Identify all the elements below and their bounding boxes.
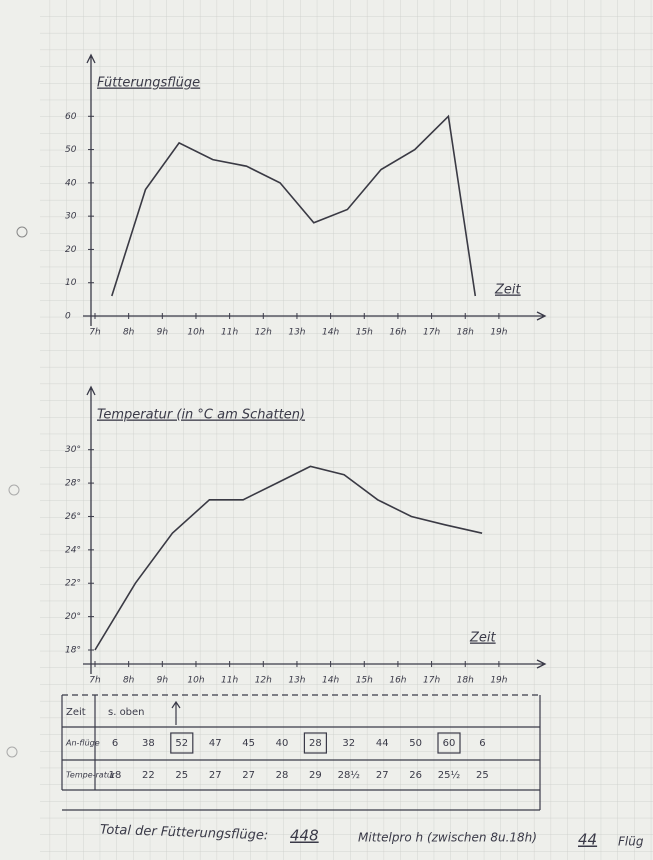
x-tick-label: 9h — [157, 328, 169, 338]
footer-text: Flüg — [618, 835, 644, 849]
table-cell: 47 — [209, 738, 222, 749]
table-cell: 44 — [376, 738, 389, 749]
x-tick-label: 9h — [157, 676, 169, 686]
x-tick-label: 14h — [322, 676, 339, 686]
y-tick-label: 60 — [65, 112, 77, 122]
table-cell: 32 — [342, 738, 355, 749]
table-cell: 26 — [409, 770, 422, 781]
footer-value: 44 — [578, 831, 597, 849]
y-tick-label: 40 — [65, 178, 77, 188]
x-tick-label: 12h — [255, 676, 272, 686]
table-cell: 40 — [276, 738, 289, 749]
row-label: An-flüge — [65, 739, 100, 748]
x-tick-label: 19h — [490, 328, 507, 338]
table-cell: 45 — [242, 738, 255, 749]
x-tick-label: 7h — [89, 676, 101, 686]
y-tick-label: 50 — [65, 145, 77, 155]
footer-value: 448 — [290, 827, 319, 845]
y-tick-label: 30° — [65, 445, 81, 455]
y-tick-label: 30 — [65, 212, 77, 222]
table-cell: 18 — [109, 770, 122, 781]
x-tick-label: 19h — [490, 676, 507, 686]
table-cell: 28 — [276, 770, 289, 781]
page: Zeit s. oben Total der Fütterungsflüge: … — [0, 0, 653, 860]
x-tick-label: 8h — [123, 328, 135, 338]
x-tick-label: 12h — [255, 328, 272, 338]
y-tick-label: 26° — [65, 512, 81, 522]
paper-grid — [40, 0, 653, 860]
x-tick-label: 13h — [288, 676, 305, 686]
x-tick-label: 7h — [89, 328, 101, 338]
table-cell: 28 — [309, 738, 322, 749]
table-cell: 29 — [309, 770, 322, 781]
x-tick-label: 10h — [187, 328, 204, 338]
table-cell: 25½ — [438, 769, 461, 781]
y-tick-label: 22° — [65, 579, 81, 589]
table-cell: 22 — [142, 770, 155, 781]
table-cell: 50 — [409, 738, 422, 749]
x-tick-label: 18h — [457, 328, 474, 338]
table-cell: 6 — [112, 738, 118, 749]
table-cell: 38 — [142, 738, 155, 749]
y-tick-label: 20° — [65, 612, 81, 622]
x-tick-label: 11h — [221, 676, 238, 686]
table-cell: 27 — [376, 770, 389, 781]
table-cell: 52 — [175, 738, 188, 749]
x-tick-label: 17h — [423, 676, 440, 686]
y-tick-label: 10 — [65, 278, 77, 288]
table-cell: 6 — [479, 738, 485, 749]
x-tick-label: 11h — [221, 328, 238, 338]
x-axis-label: Zeit — [469, 631, 497, 646]
x-tick-label: 13h — [288, 328, 305, 338]
x-tick-label: 15h — [356, 328, 373, 338]
x-tick-label: 18h — [457, 676, 474, 686]
sheet: Zeit s. oben Total der Fütterungsflüge: … — [0, 0, 653, 860]
y-tick-label: 0 — [65, 312, 71, 322]
chart-title: Temperatur (in °C am Schatten) — [97, 408, 305, 423]
table-cell: 27 — [209, 770, 222, 781]
y-tick-label: 20 — [65, 245, 77, 255]
y-tick-label: 24° — [65, 545, 81, 555]
y-tick-label: 18° — [65, 646, 81, 656]
table-cell: 28½ — [338, 769, 361, 781]
x-axis-label: Zeit — [494, 283, 522, 298]
table-cell: 25 — [476, 770, 489, 781]
x-tick-label: 10h — [187, 676, 204, 686]
x-tick-label: 14h — [322, 328, 339, 338]
table-cell: 25 — [175, 770, 188, 781]
table-header: s. oben — [108, 707, 145, 718]
y-tick-label: 28° — [65, 479, 81, 489]
x-tick-label: 16h — [389, 328, 406, 338]
x-tick-label: 15h — [356, 676, 373, 686]
table-header: Zeit — [66, 707, 86, 718]
table-cell: 60 — [443, 738, 456, 749]
x-tick-label: 8h — [123, 676, 135, 686]
x-tick-label: 17h — [423, 328, 440, 338]
chart-title: Fütterungsflüge — [97, 76, 200, 91]
table-cell: 27 — [242, 770, 255, 781]
footer-text: Mittelpro h (zwischen 8u.18h) — [358, 831, 537, 845]
x-tick-label: 16h — [389, 676, 406, 686]
